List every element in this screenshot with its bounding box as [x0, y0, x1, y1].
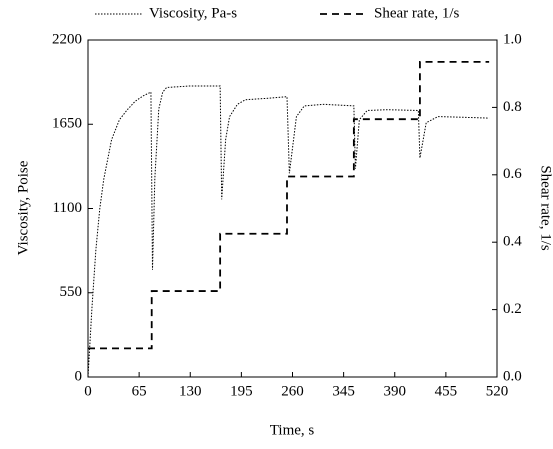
y2-tick-label: 0.6	[503, 166, 522, 182]
y-tick-label: 2200	[52, 31, 82, 47]
y-tick-label: 1650	[52, 116, 82, 132]
y2-tick-label: 0.4	[503, 234, 522, 250]
x-tick-label: 195	[230, 383, 253, 399]
y2-axis-label: Shear rate, 1/s	[538, 165, 553, 251]
y-tick-label: 1100	[53, 200, 82, 216]
legend-label: Shear rate, 1/s	[374, 5, 460, 21]
x-tick-label: 345	[332, 383, 355, 399]
y2-tick-label: 1.0	[503, 31, 522, 47]
legend-label: Viscosity, Pa-s	[149, 5, 237, 21]
x-tick-label: 130	[179, 383, 202, 399]
y-axis-label: Viscosity, Poise	[15, 160, 31, 255]
x-tick-label: 65	[132, 383, 147, 399]
y2-tick-label: 0.0	[503, 368, 522, 384]
y-tick-label: 550	[60, 284, 83, 300]
x-axis-label: Time, s	[270, 422, 315, 438]
plot-frame	[87, 39, 498, 378]
x-tick-label: 455	[435, 383, 458, 399]
x-tick-label: 0	[84, 383, 92, 399]
series-line	[87, 85, 490, 378]
y-tick-label: 0	[75, 368, 83, 384]
x-tick-label: 390	[384, 383, 407, 399]
x-tick-label: 520	[486, 383, 509, 399]
y2-tick-label: 0.8	[503, 99, 522, 115]
y2-tick-label: 0.2	[503, 301, 522, 317]
series-line	[88, 61, 490, 350]
x-tick-label: 260	[281, 383, 304, 399]
